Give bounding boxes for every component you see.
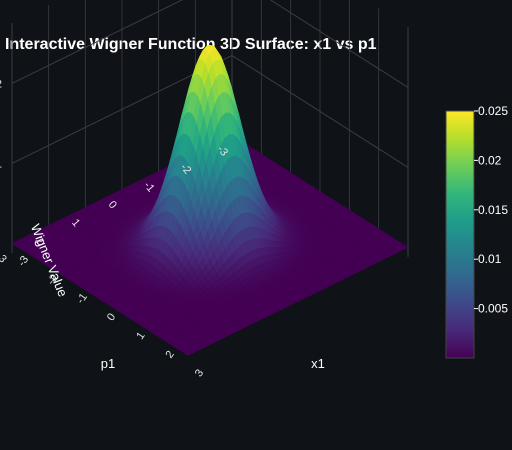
- x-tick-label: 3: [193, 367, 206, 379]
- x-tick-label: 0: [105, 311, 118, 323]
- y-axis-title: p1: [101, 356, 115, 371]
- colorbar-tick-label: 0.025: [478, 104, 508, 118]
- chart-title: Interactive Wigner Function 3D Surface: …: [5, 36, 377, 53]
- scene-grid: [11, 0, 409, 257]
- colorbar: 0.005 0.01 0.015 0.02 0.025: [445, 104, 508, 359]
- y-tick-label: 3: [0, 253, 9, 265]
- x-tick-label: 1: [134, 330, 147, 342]
- colorbar-tick-label: 0.02: [478, 153, 502, 167]
- surface-cell: [184, 351, 193, 356]
- x-axis-title: x1: [311, 356, 325, 371]
- x-tick-label: -3: [16, 254, 31, 269]
- colorbar-tick-label: 0.01: [478, 252, 502, 266]
- colorbar-tick-label: 0.015: [478, 203, 508, 217]
- x-tick-label: -1: [74, 291, 89, 306]
- colorbar-ticks: 0.005 0.01 0.015 0.02 0.025: [474, 104, 508, 316]
- surface-mesh: [11, 44, 409, 356]
- z-tick-label: 0.01: [0, 158, 2, 170]
- x-tick-label: 2: [164, 349, 177, 361]
- colorbar-gradient: [445, 110, 475, 359]
- z-tick-label: 0.02: [0, 78, 2, 90]
- colorbar-tick-label: 0.005: [478, 302, 508, 316]
